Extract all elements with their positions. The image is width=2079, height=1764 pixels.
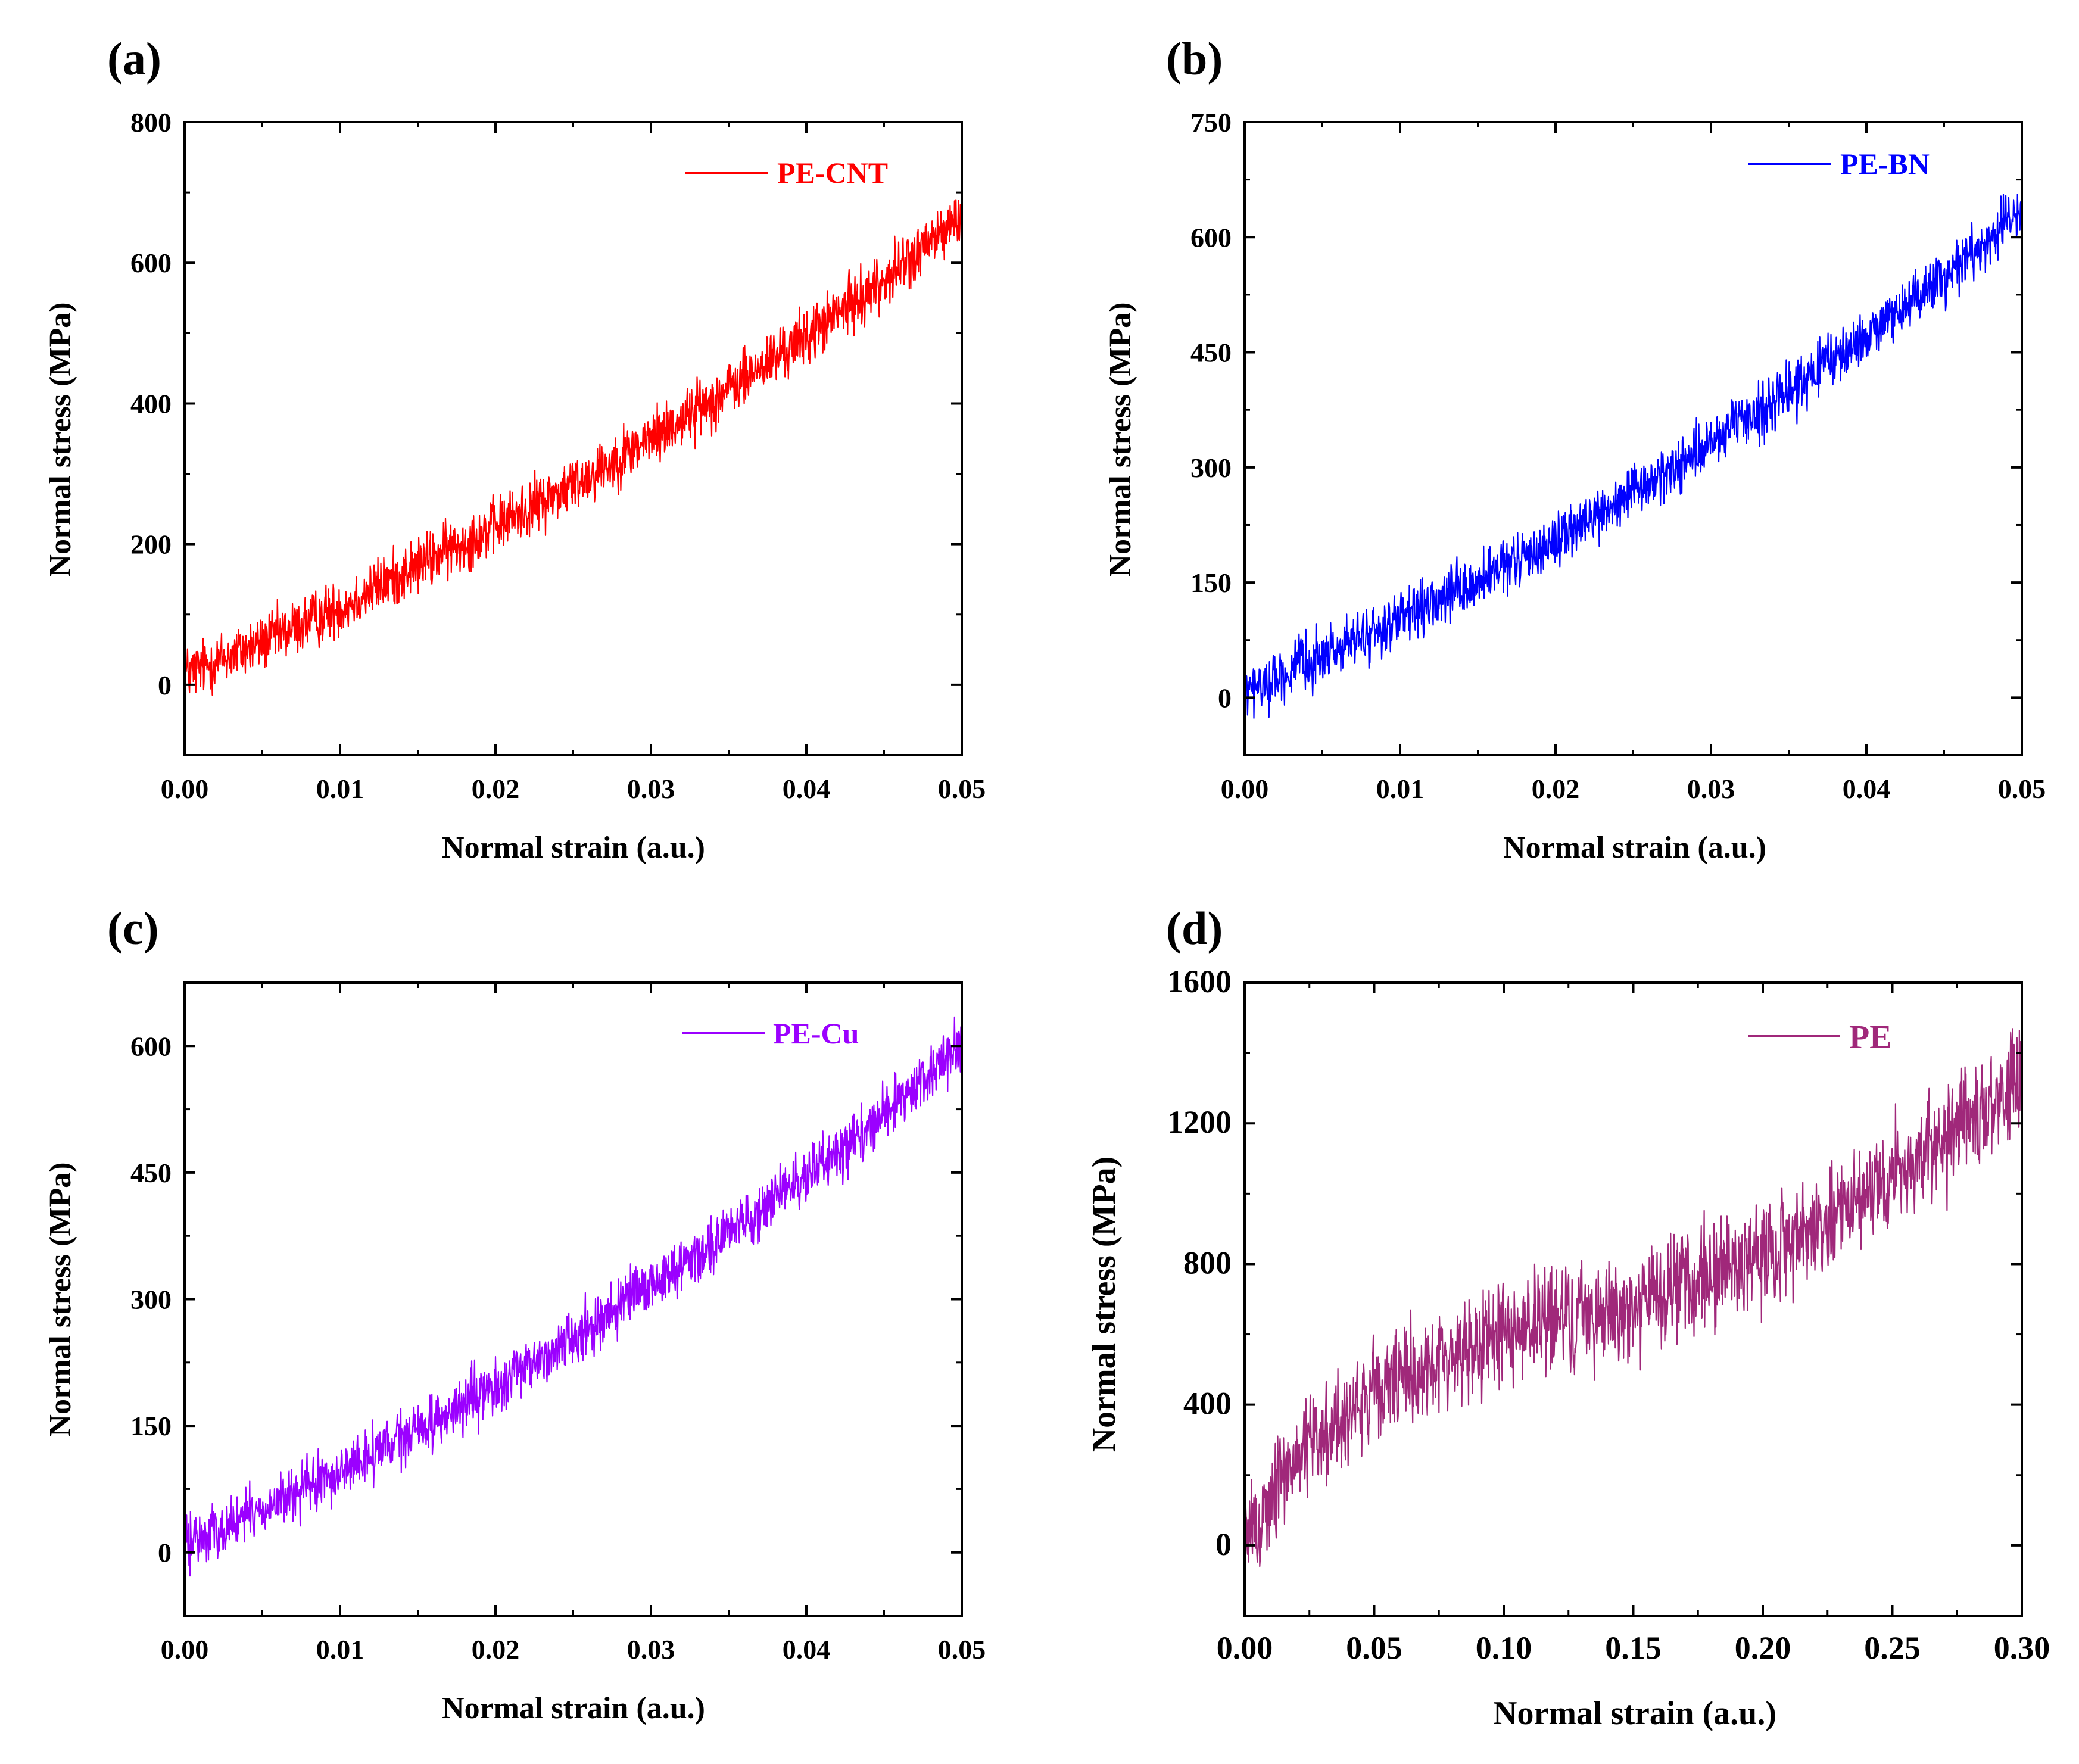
y-axis-title-b: Normal stress (MPa) [1104, 302, 1137, 576]
panel-b: (b) 0.00 0.01 0.02 0.03 0.04 0.05 0 150 300 450 60… [1104, 33, 2046, 865]
x-axis-title-a: Normal strain (a.u.) [442, 831, 705, 865]
y-tick-label-a-1: 200 [130, 529, 172, 560]
x-tick-label-d-4: 0.20 [1735, 1630, 1791, 1666]
legend-c: PE-Cu [682, 1017, 859, 1050]
plot-area-a: 0.00 0.01 0.02 0.03 0.04 0.05 0 200 400 600 800 [130, 107, 986, 804]
y-tick-label-b-4: 600 [1190, 222, 1232, 253]
y-tick-label-b-5: 750 [1190, 107, 1232, 138]
panel-label-c: (c) [107, 902, 159, 954]
x-tick-label-d-0: 0.00 [1217, 1630, 1273, 1666]
x-tick-label-c-1: 0.01 [316, 1634, 364, 1665]
y-tick-label-d-3: 1200 [1167, 1104, 1232, 1140]
x-tick-label-d-5: 0.25 [1864, 1630, 1921, 1666]
plot-area-b: 0.00 0.01 0.02 0.03 0.04 0.05 0 150 300 450 600 750 [1190, 107, 2046, 804]
legend-label-a: PE-CNT [777, 156, 888, 189]
x-tick-label-b-0: 0.00 [1221, 774, 1269, 804]
x-tick-label-b-3: 0.03 [1687, 774, 1735, 804]
y-tick-label-a-4: 800 [130, 107, 172, 138]
x-tick-label-a-5: 0.05 [938, 774, 986, 804]
series-line-b-PE-BN [1245, 194, 2022, 719]
x-tick-label-c-5: 0.05 [938, 1634, 986, 1665]
x-tick-label-c-2: 0.02 [472, 1634, 520, 1665]
legend-b: PE-BN [1748, 147, 1930, 180]
plot-frame-b [1243, 121, 2023, 756]
y-tick-label-d-4: 1600 [1167, 964, 1232, 999]
plot-frame-c [183, 981, 963, 1617]
series-line-c-PE-Cu [185, 1016, 962, 1577]
series-line-a-PE-CNT [185, 199, 962, 700]
panel-label-b: (b) [1166, 33, 1223, 85]
y-tick-label-d-0: 0 [1215, 1526, 1232, 1562]
y-axis-title-d: Normal stress (MPa) [1086, 1157, 1123, 1453]
y-axis-title-c: Normal stress (MPa) [43, 1162, 77, 1436]
legend-a: PE-CNT [685, 156, 888, 189]
x-tick-label-d-3: 0.15 [1605, 1630, 1662, 1666]
x-tick-label-a-3: 0.03 [627, 774, 675, 804]
plot-area-c: 0.00 0.01 0.02 0.03 0.04 0.05 0 150 300 450 600 [130, 981, 986, 1665]
x-tick-label-b-5: 0.05 [1998, 774, 2046, 804]
y-tick-label-c-3: 450 [130, 1158, 172, 1188]
x-tick-label-a-1: 0.01 [316, 774, 364, 804]
x-tick-label-c-3: 0.03 [627, 1634, 675, 1665]
panel-d: (d) 0.00 0.05 0.10 0.15 0.20 0.25 0.30 0 400 800 1… [1086, 902, 2050, 1732]
x-tick-label-b-2: 0.02 [1532, 774, 1580, 804]
y-tick-label-b-2: 300 [1190, 453, 1232, 483]
y-tick-label-b-1: 150 [1190, 568, 1232, 598]
y-axis-title-a: Normal stress (MPa) [43, 302, 77, 576]
x-tick-label-d-1: 0.05 [1346, 1630, 1402, 1666]
x-tick-label-c-0: 0.00 [161, 1634, 209, 1665]
y-tick-label-b-0: 0 [1218, 682, 1232, 713]
legend-d: PE [1748, 1019, 1892, 1056]
plot-area-d: 0.00 0.05 0.10 0.15 0.20 0.25 0.30 0 400 800 1200 1… [1167, 964, 2050, 1666]
x-axis-title-d: Normal strain (a.u.) [1493, 1695, 1776, 1732]
y-tick-label-a-3: 600 [130, 248, 172, 278]
legend-label-b: PE-BN [1840, 147, 1930, 180]
x-tick-label-b-1: 0.01 [1376, 774, 1425, 804]
y-tick-label-b-3: 450 [1190, 338, 1232, 368]
series-line-d-PE [1245, 1028, 2022, 1567]
x-tick-label-b-4: 0.04 [1843, 774, 1891, 804]
y-tick-label-d-1: 400 [1183, 1386, 1232, 1422]
x-axis-title-c: Normal strain (a.u.) [442, 1691, 705, 1725]
y-tick-label-c-2: 300 [130, 1285, 172, 1315]
x-tick-label-d-6: 0.30 [1994, 1630, 2050, 1666]
y-tick-label-c-0: 0 [158, 1538, 172, 1568]
legend-label-d: PE [1849, 1019, 1892, 1056]
y-tick-label-d-2: 800 [1183, 1245, 1232, 1280]
x-tick-label-a-0: 0.00 [161, 774, 209, 804]
panel-a: (a) 0.00 0.01 0.02 0.03 0.04 0.05 0 200 400 600 80… [43, 33, 986, 865]
x-tick-label-a-4: 0.04 [783, 774, 831, 804]
x-tick-label-d-2: 0.10 [1476, 1630, 1532, 1666]
y-tick-label-a-2: 400 [130, 388, 172, 419]
panel-c: (c) 0.00 0.01 0.02 0.03 0.04 0.05 0 150 300 450 60… [43, 902, 986, 1725]
y-tick-label-a-0: 0 [158, 670, 172, 700]
x-tick-label-c-4: 0.04 [783, 1634, 831, 1665]
x-tick-label-a-2: 0.02 [472, 774, 520, 804]
y-tick-label-c-4: 600 [130, 1031, 172, 1061]
plot-frame-d [1243, 981, 2023, 1617]
plot-frame-a [183, 121, 963, 756]
panel-label-a: (a) [107, 33, 161, 85]
y-tick-label-c-1: 150 [130, 1411, 172, 1441]
x-axis-title-b: Normal strain (a.u.) [1503, 831, 1766, 865]
panel-label-d: (d) [1166, 902, 1223, 954]
legend-label-c: PE-Cu [773, 1017, 859, 1050]
